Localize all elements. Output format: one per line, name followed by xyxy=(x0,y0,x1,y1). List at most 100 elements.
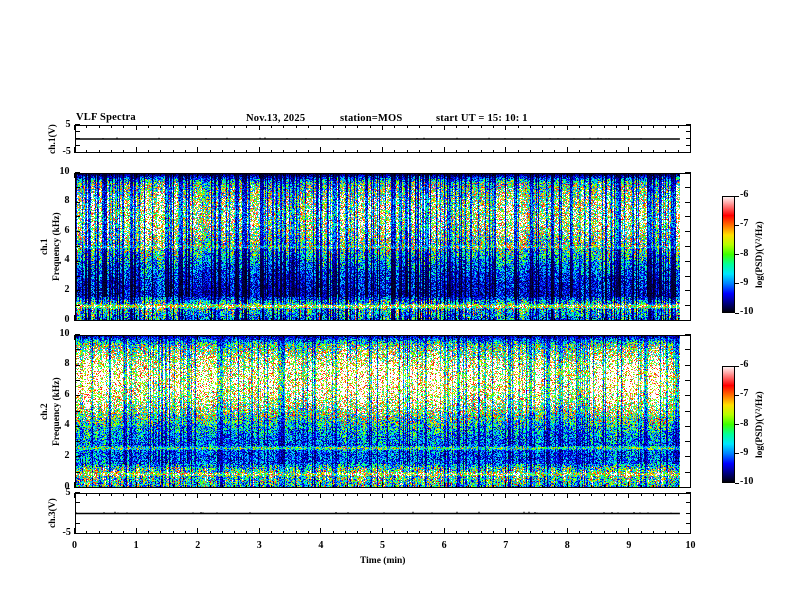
ch2-spec-xtick xyxy=(123,334,125,338)
xaxis-xtick xyxy=(542,492,544,496)
ch1-spec-ytick xyxy=(685,186,691,188)
ch2-spec-xtick xyxy=(443,482,445,488)
ch2-spec-ytick-label: 8 xyxy=(64,358,70,370)
xaxis-xtick xyxy=(221,492,223,496)
ch2-spec-xtick xyxy=(665,334,667,338)
ch1-spec-xtick xyxy=(690,172,691,178)
ch1-spec-colorbar-tick-label: -6 xyxy=(740,189,749,200)
xaxis-xtick xyxy=(468,492,470,496)
xaxis-xtick xyxy=(345,492,347,496)
xtick-label: 7 xyxy=(503,539,509,551)
xaxis-xtick xyxy=(332,530,334,534)
ch2-spec-xtick xyxy=(197,334,199,340)
ch1-spec-xtick xyxy=(653,317,655,321)
ch1-spec-xtick xyxy=(677,317,679,321)
ch2-spec-xtick xyxy=(566,482,568,488)
ch2-spec-xtick xyxy=(455,334,457,338)
ch1-spec-ylabel-channel: ch.1 xyxy=(40,238,50,255)
ch1-spec-xtick xyxy=(492,172,494,176)
ch1-spec-xtick xyxy=(455,172,457,176)
xaxis-xtick xyxy=(505,528,507,534)
ch1-spec-image xyxy=(74,172,691,321)
xaxis-xtick xyxy=(320,492,322,498)
xaxis-xtick xyxy=(160,492,162,496)
ch2-spec-xtick xyxy=(492,334,494,338)
ch1-spec-xtick xyxy=(332,317,334,321)
xtick-label: 9 xyxy=(626,539,632,551)
xaxis-xtick xyxy=(98,530,100,534)
xaxis-xtick xyxy=(258,492,260,498)
ch2-spec-xtick xyxy=(665,484,667,488)
ch2-spec-xtick xyxy=(566,334,568,340)
xaxis-xtick xyxy=(147,492,149,496)
ch2-spec-xtick xyxy=(320,334,322,340)
ch2-spec-xtick xyxy=(246,484,248,488)
ch1-spec-xtick xyxy=(628,315,630,321)
xaxis-xtick xyxy=(394,530,396,534)
ch2-spec-ylabel-frequency: Frequency (kHz) xyxy=(52,376,62,446)
ch2-spec-ytick xyxy=(685,395,691,397)
ch1-volt-xtick xyxy=(690,124,691,130)
xaxis-xtick xyxy=(98,492,100,496)
ch1-spec-colorbar xyxy=(722,196,735,313)
xaxis-xtick xyxy=(295,530,297,534)
ch2-spec-ylabel-channel: ch.2 xyxy=(40,402,50,420)
xaxis-xtick xyxy=(357,492,359,496)
ch2-spec-xtick xyxy=(628,482,630,488)
ch2-spec-colorbar-tick-label: -6 xyxy=(740,359,749,370)
ch1-spec-colorbar-tick xyxy=(735,283,739,285)
ch1-spec-xtick xyxy=(283,172,285,176)
ch1-spec-xtick xyxy=(135,315,137,321)
ch2-spec-ytick xyxy=(685,471,691,473)
xaxis-xtick xyxy=(357,530,359,534)
ch1-spec-xtick xyxy=(505,315,507,321)
xaxis-xtick xyxy=(443,528,445,534)
ch1-spec-xtick xyxy=(579,172,581,176)
ch2-spec-xtick xyxy=(603,484,605,488)
xaxis-xtick xyxy=(110,530,112,534)
ch2-spec-xtick xyxy=(110,484,112,488)
ch1-spec-xtick xyxy=(394,317,396,321)
xaxis-xtick xyxy=(271,530,273,534)
xaxis-xtick xyxy=(394,492,396,496)
ch1-spec-xtick xyxy=(443,172,445,178)
xaxis-xtick xyxy=(418,530,420,534)
ch1-spec-ytick xyxy=(74,246,80,247)
ch1-spec-xtick xyxy=(640,172,642,176)
ch2-spec-colorbar-tick-label: -10 xyxy=(740,476,754,487)
ch2-spec-xtick xyxy=(308,334,310,338)
ch2-spec-xtick xyxy=(86,484,88,488)
ch1-spec-xtick xyxy=(135,172,137,178)
ch1-spec-colorbar-tick xyxy=(735,312,739,314)
xaxis-xtick xyxy=(382,528,383,534)
ch2-spec-ytick xyxy=(685,456,691,458)
xaxis-xtick xyxy=(640,492,642,496)
ch2-spec-xtick xyxy=(406,484,408,488)
ch1-spec-xtick xyxy=(529,317,531,321)
ch2-spec-xtick xyxy=(332,484,334,488)
ch1-spec-xtick xyxy=(468,172,470,176)
ch3-volt-ytick-label: -5 xyxy=(62,526,71,538)
ch1-spec-xtick xyxy=(246,317,248,321)
ch1-spec-xtick xyxy=(160,317,162,321)
ch2-spec-xtick xyxy=(172,484,174,488)
ch1-spec-xtick xyxy=(677,172,679,176)
xaxis-xtick xyxy=(308,530,310,534)
xaxis-xtick xyxy=(295,492,297,496)
ch1-spec-xtick xyxy=(221,317,223,321)
ch1-spec-ytick xyxy=(74,260,80,262)
ch2-spec-image xyxy=(74,334,691,488)
ch2-spec-xtick xyxy=(246,334,248,338)
xaxis-xtick xyxy=(234,530,236,534)
xaxis-xtick xyxy=(406,492,408,496)
ch1-spec-xtick xyxy=(123,172,125,176)
ch2-spec-xtick xyxy=(591,484,593,488)
ch1-spec-ylabel-frequency: Frequency (kHz) xyxy=(52,212,62,281)
ch2-spec-xtick xyxy=(283,484,285,488)
ch1-spec-colorbar-tick-label: -8 xyxy=(740,247,749,259)
xaxis-xtick xyxy=(579,492,581,496)
ch1-spec-xtick xyxy=(382,315,383,321)
xtick-label: 8 xyxy=(564,539,570,551)
ch1-spec-xtick xyxy=(357,317,359,321)
ch1-spec-frame xyxy=(74,172,691,321)
